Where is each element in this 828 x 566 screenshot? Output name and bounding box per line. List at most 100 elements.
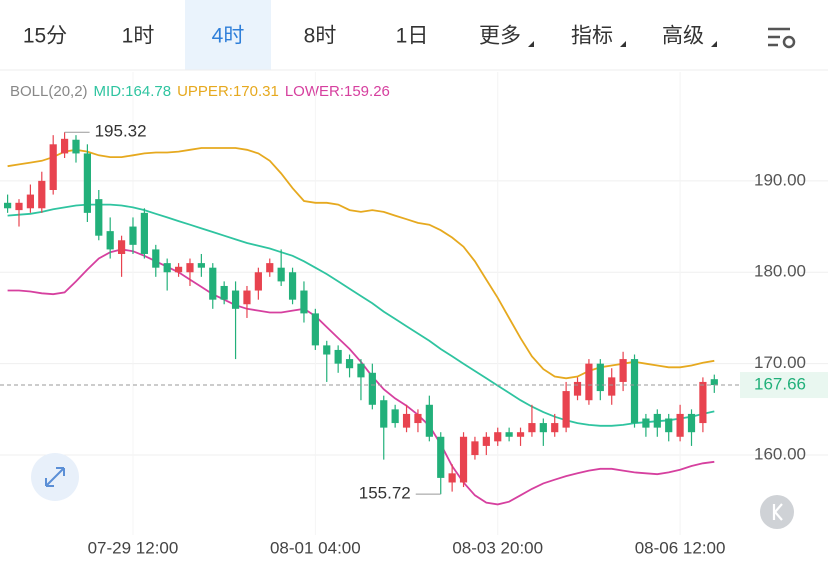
candle-body [676, 413, 684, 437]
candle-body [380, 400, 388, 428]
candle-body [528, 423, 536, 433]
icon-gear [782, 35, 796, 49]
legend-indicator: BOLL(20,2) [10, 83, 88, 100]
candle-body [117, 240, 126, 254]
candle-body [608, 377, 616, 396]
x-tick-label: 08-03 20:00 [452, 538, 543, 557]
candle-body [573, 381, 582, 396]
candle-body [368, 372, 376, 405]
candle-body [38, 180, 46, 209]
tab[interactable]: 1日 [396, 25, 429, 48]
candle-body [494, 432, 502, 442]
candle-body [26, 194, 34, 209]
tab[interactable]: 更多 [479, 25, 521, 48]
candle-body [414, 413, 422, 424]
x-tick-label: 07-29 12:00 [88, 538, 179, 557]
candle-body [448, 473, 456, 483]
dropdown-mark [620, 41, 626, 47]
candle-body [15, 202, 23, 211]
last-price-label: 167.66 [754, 375, 806, 394]
last-price-box [740, 372, 828, 399]
candle-body [174, 266, 183, 273]
tab[interactable]: 高级 [662, 25, 704, 48]
candle-body [687, 413, 696, 433]
y-tick-label: 170.00 [754, 353, 806, 372]
candle-body [334, 349, 342, 364]
tab[interactable]: 1时 [122, 25, 155, 48]
tab[interactable]: 指标 [571, 25, 613, 48]
tab[interactable]: 15分 [23, 25, 67, 48]
tab[interactable]: 8时 [304, 25, 337, 48]
candle-body [288, 272, 297, 300]
plot: 160.00 170.00 180.00 190.00 07-29 12:00 08-01… [0, 72, 828, 557]
high-label: 195.32 [95, 122, 147, 141]
candle-body [345, 359, 354, 369]
y-tick-label: 180.00 [754, 262, 806, 281]
expand-button[interactable] [31, 453, 79, 501]
settings-icon[interactable] [768, 27, 796, 49]
candle-body [459, 436, 468, 483]
x-tick-label: 08-01 04:00 [270, 538, 361, 557]
candle-body [106, 231, 114, 250]
candle-body [72, 139, 80, 154]
candle-body [197, 263, 205, 268]
candle-body [642, 418, 650, 428]
candle-body [300, 290, 308, 314]
candle-body [186, 263, 194, 273]
legend-entry: LOWER:159.26 [285, 83, 390, 100]
dropdown-mark [528, 41, 534, 47]
candle-body [630, 359, 639, 424]
candle-body [3, 202, 12, 209]
tab-active-bg [185, 0, 271, 70]
candle-body [585, 363, 593, 401]
candle-body [402, 413, 411, 428]
candle-body [254, 272, 262, 291]
back-icon [772, 503, 783, 521]
candle-body [619, 359, 627, 382]
candle-body [539, 423, 547, 433]
candle-body [277, 267, 285, 282]
candle-body [266, 263, 274, 273]
candle-body [129, 226, 137, 245]
low-label: 155.72 [359, 484, 411, 503]
candle-body [163, 263, 171, 273]
candle-body [562, 391, 570, 428]
tab[interactable]: 4时 [212, 25, 245, 48]
candle-body [596, 363, 604, 392]
candle-body [243, 290, 251, 305]
candle-body [425, 404, 433, 437]
back-button[interactable] [760, 495, 794, 529]
button-bg [760, 495, 794, 529]
expand-icon [45, 467, 65, 487]
candle-body [665, 418, 673, 433]
candle-body [311, 313, 319, 346]
candle-body [323, 345, 331, 355]
candle-body [231, 290, 240, 309]
candle-body [482, 436, 490, 446]
band-line [7, 147, 715, 380]
candle-body [699, 381, 707, 424]
dropdown-mark [711, 41, 717, 47]
candle-body [391, 409, 399, 424]
candle-body [140, 212, 148, 254]
y-tick-label: 160.00 [754, 445, 806, 464]
candle-body [710, 379, 718, 386]
candle-body [209, 267, 217, 300]
candle-body [220, 285, 228, 300]
legend: BOLL(20,2) MID:164.78 UPPER:170.31 LOWER:15… [10, 83, 390, 100]
candle-body [152, 249, 160, 268]
candle-body [357, 363, 365, 378]
candle-body [471, 441, 479, 456]
x-tick-label: 08-06 12:00 [635, 538, 726, 557]
candle-body [505, 432, 513, 437]
candle-body [60, 138, 69, 154]
candle-body [653, 413, 661, 428]
candle-body [516, 432, 525, 437]
candle-body [551, 423, 559, 433]
y-tick-label: 190.00 [754, 170, 806, 189]
candle-body [49, 144, 57, 190]
legend-entry: MID:164.78 [94, 83, 172, 100]
